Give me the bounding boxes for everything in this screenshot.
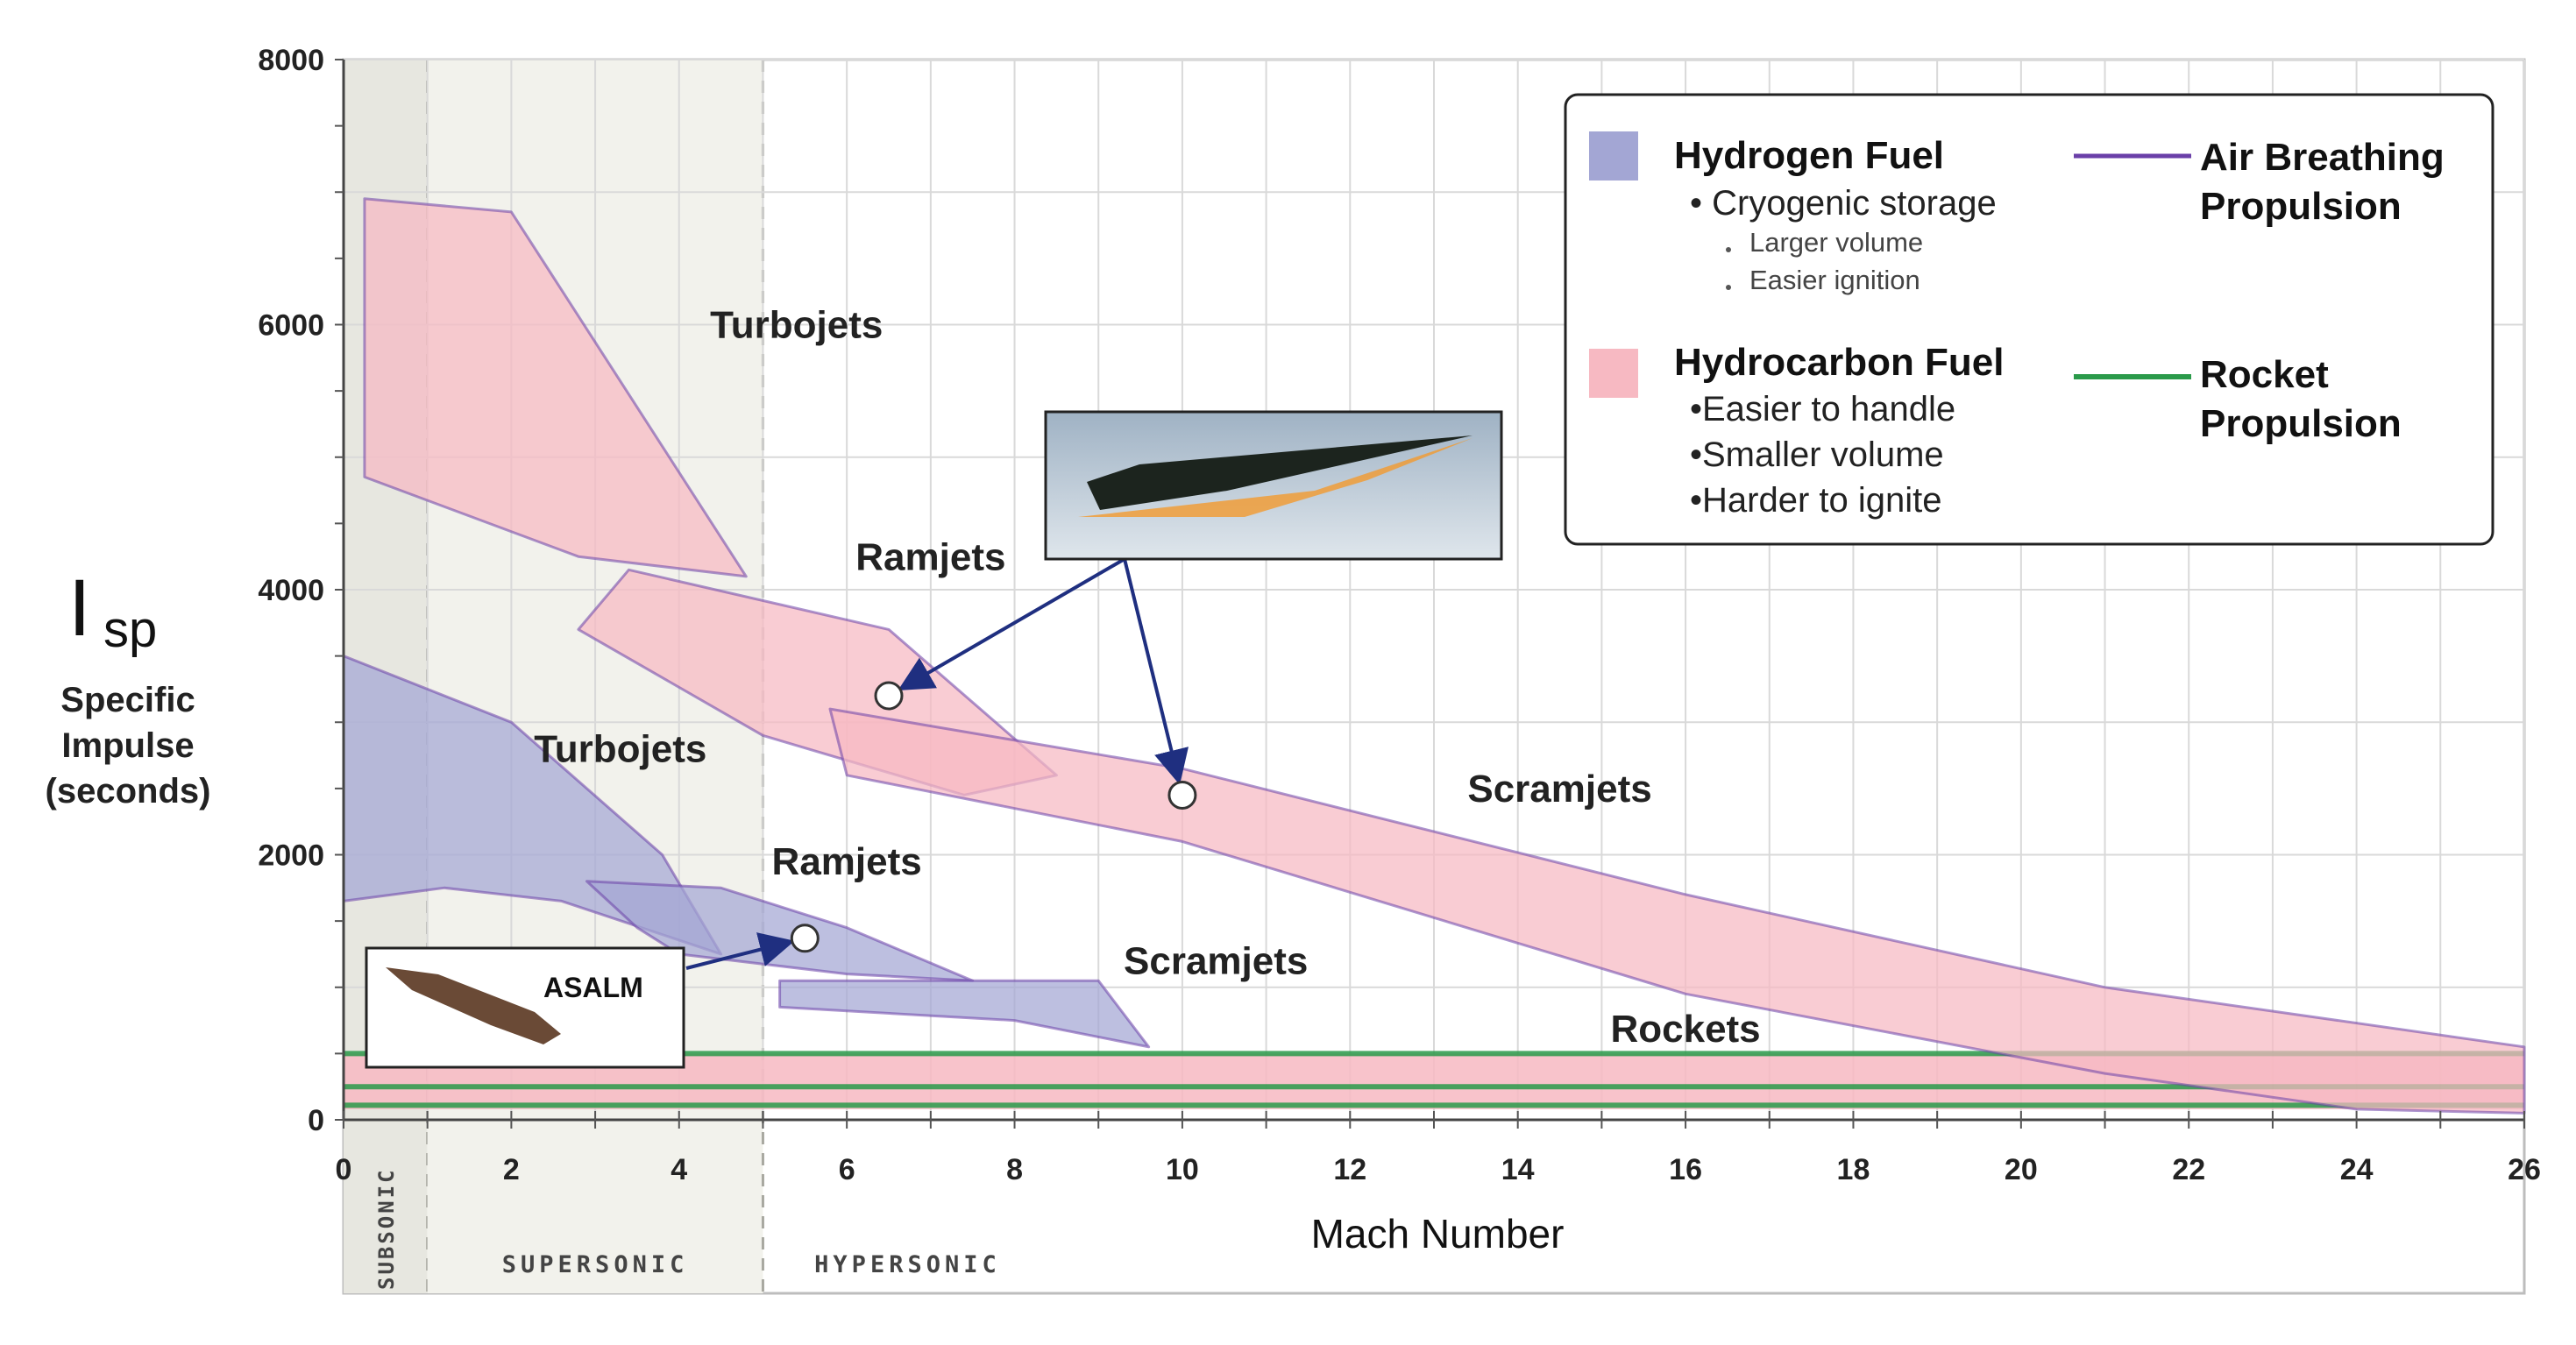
inset-vehicle-photo <box>1044 410 1503 561</box>
region-hydrocarbon-ramjets <box>585 880 975 982</box>
x-tick-label-0: 0 <box>336 1153 352 1186</box>
region-label-hydrogen-turbojets: Turbojets <box>710 304 883 347</box>
region-rockets <box>344 1053 2524 1109</box>
region-label-hydrocarbon-rockets: Rockets <box>1610 1008 1760 1051</box>
exhaust-plume <box>1078 438 1473 517</box>
x-tick-label-24: 24 <box>2340 1153 2374 1186</box>
x-axis-title: Mach Number <box>1311 1211 1565 1257</box>
inset-arrow-0 <box>898 557 1126 690</box>
x-tick-label-8: 8 <box>1006 1153 1023 1186</box>
x-tick-label-6: 6 <box>839 1153 855 1186</box>
legend-hydrogen-sub-2: Easier ignition <box>1749 265 1920 295</box>
y-tick-label-8000: 8000 <box>258 44 324 77</box>
legend-hydrocarbon-item-1: •Easier to handle <box>1690 390 1955 428</box>
legend: Hydrogen Fuel • Cryogenic storage Larger… <box>1564 93 2494 546</box>
legend-air-breathing-line-1: Air Breathing <box>2200 136 2445 179</box>
x-tick-label-18: 18 <box>1837 1153 1870 1186</box>
legend-air-breathing-line-2: Propulsion <box>2200 185 2402 228</box>
region-hydrogen-turbojets <box>363 197 748 578</box>
legend-box <box>1564 93 2494 546</box>
hydrocarbon-swatch <box>1589 349 1638 398</box>
marker-2 <box>790 924 820 953</box>
region-layer <box>342 197 2526 1115</box>
bullet-dot <box>1726 247 1731 252</box>
y-label-line-1: Specific <box>60 681 195 719</box>
y-label-line-2: Impulse <box>61 726 194 765</box>
x-tick-label-26: 26 <box>2508 1153 2541 1186</box>
region-label-hydrocarbon-scramjets: Scramjets <box>1124 940 1308 983</box>
region-label-hydrogen-scramjets: Scramjets <box>1467 768 1651 811</box>
speed-label-0: SUBSONIC <box>374 1167 399 1290</box>
marker-1 <box>1167 780 1197 810</box>
region-hydrocarbon-scramjets <box>778 979 1151 1049</box>
region-label-hydrogen-ramjets: Ramjets <box>855 535 1005 578</box>
legend-hydrogen-title: Hydrogen Fuel <box>1674 134 1944 177</box>
isp-subscript: sp <box>103 601 157 658</box>
speed-label-1: SUPERSONIC <box>502 1251 689 1278</box>
x-tick-label-12: 12 <box>1333 1153 1366 1186</box>
legend-rocket-line-2: Propulsion <box>2200 402 2402 445</box>
y-tick-label-0: 0 <box>308 1104 324 1137</box>
x-tick-label-10: 10 <box>1166 1153 1199 1186</box>
legend-hydrogen-item-1: • Cryogenic storage <box>1690 184 1997 223</box>
x-tick-label-4: 4 <box>671 1153 687 1186</box>
y-label-line-3: (seconds) <box>46 772 211 811</box>
asalm-label: ASALM <box>543 972 643 1003</box>
speed-label-2: HYPERSONIC <box>814 1251 1001 1278</box>
marker-0 <box>874 681 904 711</box>
legend-hydrocarbon-item-3: •Harder to ignite <box>1690 481 1941 520</box>
y-axis-title: I sp Specific Impulse (seconds) <box>46 563 211 811</box>
vehicle-body-icon <box>1087 435 1473 510</box>
legend-hydrocarbon-title: Hydrocarbon Fuel <box>1674 341 2005 384</box>
inset-asalm-frame <box>365 946 685 1069</box>
hydrogen-swatch <box>1589 131 1638 181</box>
inset-asalm-photo: ASALM <box>365 946 685 1069</box>
inset-arrow-1 <box>1123 558 1189 785</box>
region-label-hydrocarbon-turbojets: Turbojets <box>534 728 706 771</box>
region-label-hydrocarbon-ramjets: Ramjets <box>772 840 922 883</box>
isp-symbol: I <box>68 563 91 653</box>
axis-layer <box>335 59 2525 1129</box>
legend-hydrocarbon-item-2: •Smaller volume <box>1690 435 1944 474</box>
legend-rocket-line-1: Rocket <box>2200 353 2329 396</box>
x-tick-label-14: 14 <box>1501 1153 1535 1186</box>
x-tick-label-22: 22 <box>2172 1153 2205 1186</box>
x-tick-label-16: 16 <box>1669 1153 1702 1186</box>
legend-hydrogen-sub-1: Larger volume <box>1749 227 1923 258</box>
inset-arrow-2 <box>685 932 795 970</box>
y-tick-label-2000: 2000 <box>258 839 324 873</box>
x-tick-label-2: 2 <box>503 1153 520 1186</box>
y-tick-label-6000: 6000 <box>258 309 324 343</box>
label-layer: SUBSONIC SUPERSONIC HYPERSONIC Rockets Turbo… <box>258 44 2541 1290</box>
bullet-dot <box>1726 285 1731 290</box>
y-tick-label-4000: 4000 <box>258 574 324 607</box>
x-tick-label-20: 20 <box>2005 1153 2038 1186</box>
missile-icon <box>386 967 561 1044</box>
